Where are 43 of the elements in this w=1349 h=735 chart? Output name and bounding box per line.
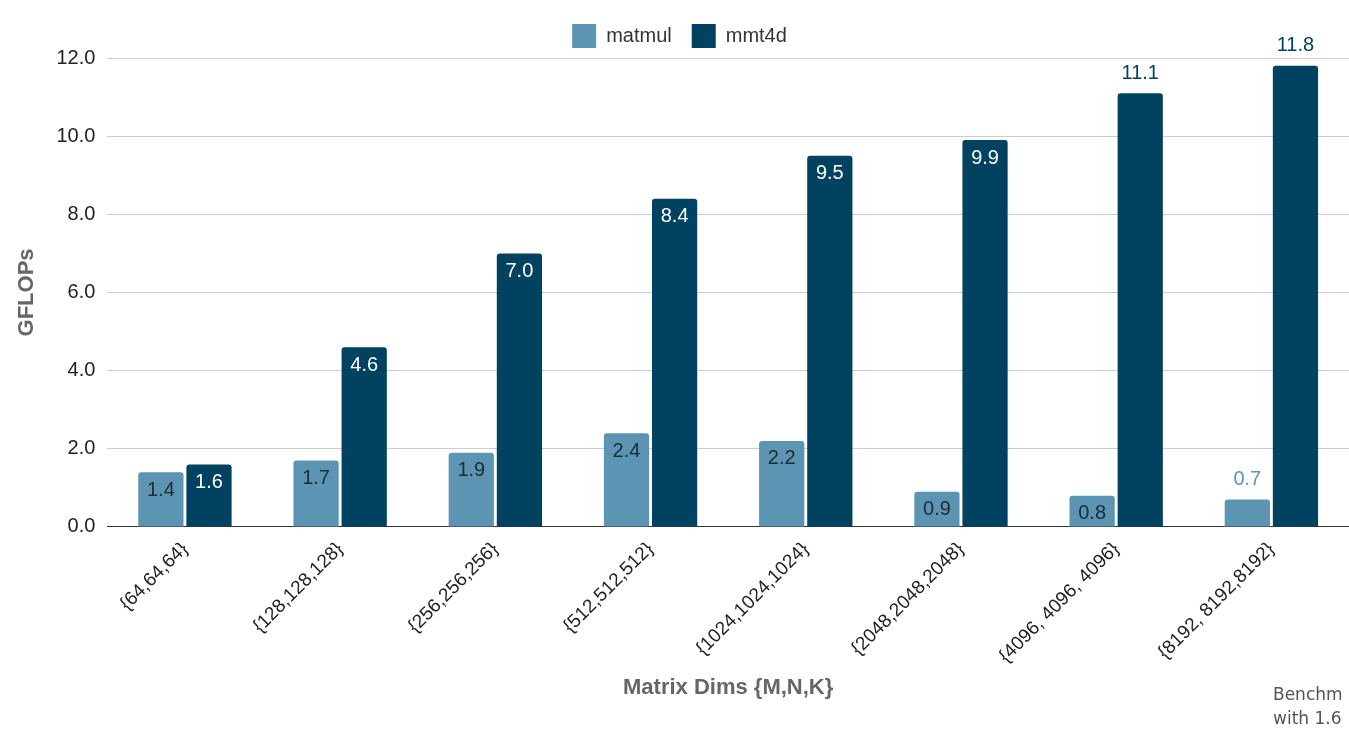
data-label: 11.8 bbox=[1276, 33, 1315, 56]
bar bbox=[1224, 499, 1270, 527]
data-label: 2.4 bbox=[612, 438, 641, 461]
bar bbox=[962, 140, 1008, 527]
bar bbox=[293, 460, 339, 527]
legend-label: matmul bbox=[606, 23, 672, 46]
y-tick-label: 10.0 bbox=[56, 123, 96, 146]
data-label: 7.0 bbox=[505, 258, 534, 281]
text: with 1.6 bbox=[1273, 707, 1343, 730]
bar bbox=[138, 472, 184, 527]
bar bbox=[1117, 93, 1163, 527]
bar bbox=[652, 198, 698, 527]
data-label: 8.4 bbox=[660, 204, 689, 227]
bar bbox=[448, 452, 494, 527]
bar bbox=[807, 155, 853, 527]
data-label: 1.4 bbox=[146, 477, 175, 500]
y-tick-label: 2.0 bbox=[67, 436, 96, 459]
data-label: 1.7 bbox=[302, 466, 330, 488]
bar bbox=[1272, 65, 1319, 527]
data-label: 0.8 bbox=[1078, 501, 1107, 524]
bar bbox=[341, 347, 387, 527]
text: Benchm bbox=[1273, 683, 1343, 706]
data-label: 9.9 bbox=[971, 145, 999, 168]
bar bbox=[759, 440, 805, 527]
bar bbox=[603, 433, 650, 527]
data-label: 1.6 bbox=[195, 469, 223, 492]
data-label: 4.6 bbox=[350, 352, 379, 375]
y-tick-label: 12.0 bbox=[56, 45, 96, 68]
data-label: 9.5 bbox=[815, 161, 844, 184]
data-label: 1.9 bbox=[457, 458, 486, 481]
y-axis-title: GFLOPs bbox=[13, 248, 39, 337]
y-tick-label: 0.0 bbox=[67, 514, 96, 537]
legend-label: mmt4d bbox=[725, 23, 787, 46]
bar bbox=[186, 464, 232, 527]
data-label: 11.1 bbox=[1121, 60, 1159, 83]
x-axis-title: Matrix Dims {M,N,K} bbox=[623, 673, 834, 699]
y-tick-label: 8.0 bbox=[67, 201, 96, 224]
y-tick-label: 4.0 bbox=[67, 358, 96, 381]
bar bbox=[496, 253, 543, 527]
data-label: 0.9 bbox=[923, 497, 951, 520]
y-tick-label: 6.0 bbox=[67, 279, 96, 302]
data-label: 0.7 bbox=[1233, 467, 1262, 490]
data-label: 2.2 bbox=[767, 446, 796, 469]
